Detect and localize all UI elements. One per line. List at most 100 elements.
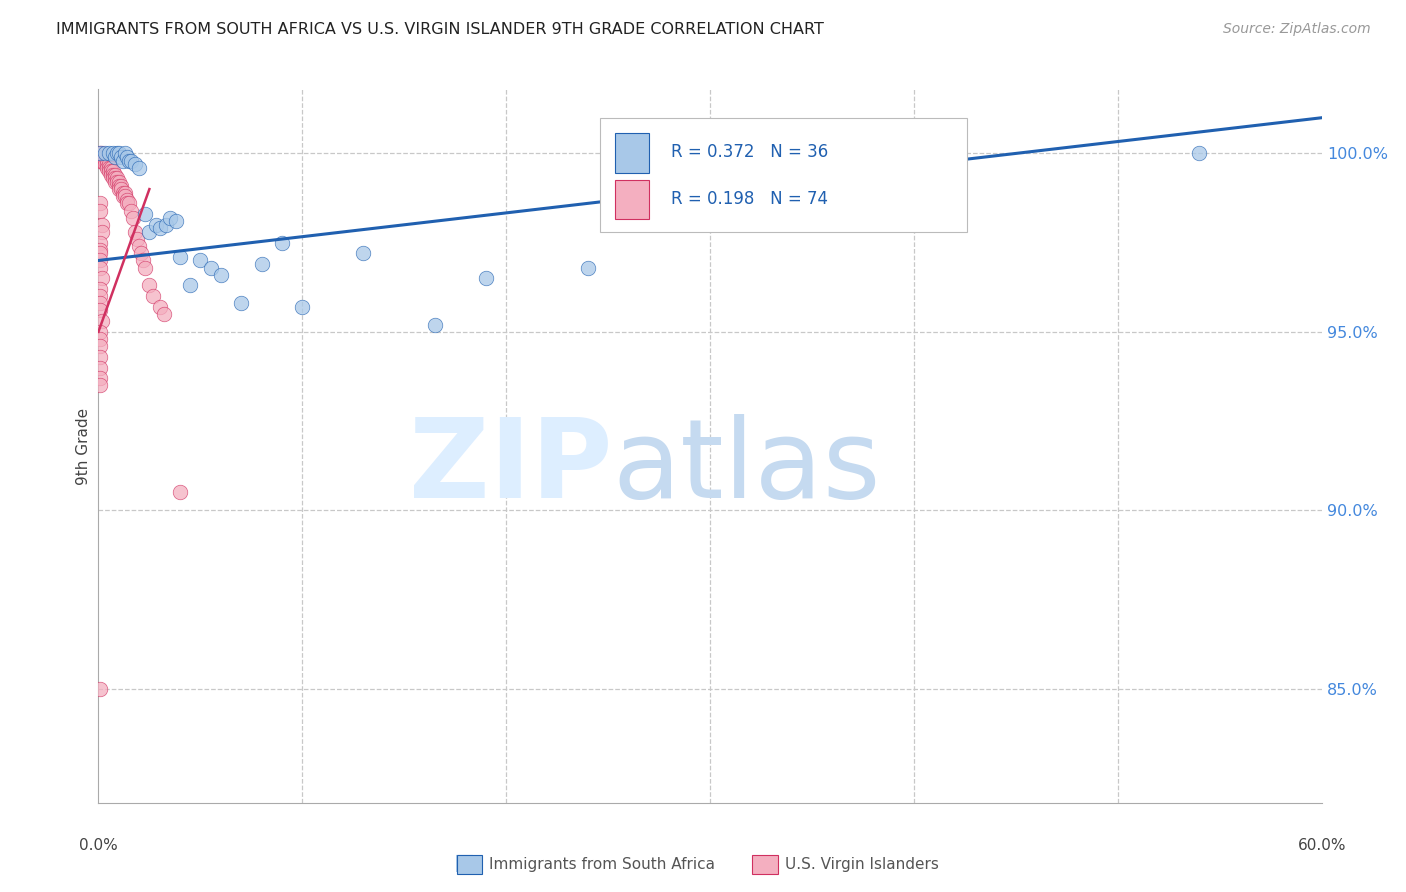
Point [89, 150, 111, 164]
Point [96, 161, 118, 175]
Point [115, 196, 138, 211]
Point [91, 153, 114, 168]
Point [91, 225, 114, 239]
Y-axis label: 9th Grade: 9th Grade [76, 408, 91, 484]
Point [105, 146, 128, 161]
Point [115, 193, 138, 207]
Point [149, 300, 172, 314]
Point [100, 161, 122, 175]
Point [89, 246, 111, 260]
Point [291, 300, 314, 314]
Point [104, 171, 127, 186]
Point [134, 207, 156, 221]
Point [91, 271, 114, 285]
Point [152, 307, 174, 321]
Point [118, 196, 141, 211]
Point [91, 218, 114, 232]
Text: Immigrants from South Africa: Immigrants from South Africa [489, 857, 716, 871]
FancyBboxPatch shape [614, 180, 650, 219]
Point [474, 271, 498, 285]
Point [110, 150, 132, 164]
Point [97, 146, 120, 161]
Point [89, 243, 111, 257]
Point [96, 153, 118, 168]
Point [105, 175, 128, 189]
Point [111, 189, 134, 203]
Point [1188, 146, 1211, 161]
Point [104, 150, 127, 164]
Point [352, 246, 374, 260]
Point [89, 378, 111, 392]
Point [114, 146, 136, 161]
Point [209, 268, 232, 282]
Point [128, 239, 150, 253]
Point [108, 178, 131, 193]
Point [101, 164, 124, 178]
Point [129, 246, 152, 260]
Point [155, 218, 177, 232]
Text: ZIP: ZIP [409, 414, 612, 521]
Point [120, 203, 142, 218]
Point [165, 214, 187, 228]
Point [108, 182, 131, 196]
Point [89, 325, 111, 339]
Point [270, 235, 294, 250]
Point [159, 211, 181, 225]
Point [200, 260, 222, 275]
Point [423, 318, 446, 332]
Point [115, 150, 138, 164]
Point [145, 218, 167, 232]
Point [179, 278, 201, 293]
Point [104, 175, 127, 189]
Point [89, 681, 111, 696]
Point [89, 146, 111, 161]
Point [114, 186, 136, 200]
Point [169, 250, 191, 264]
Point [104, 168, 127, 182]
Point [93, 146, 115, 161]
Point [108, 146, 131, 161]
Point [138, 225, 160, 239]
Point [89, 296, 111, 310]
Point [111, 153, 134, 168]
Point [231, 296, 253, 310]
Point [118, 153, 141, 168]
Point [105, 171, 128, 186]
Point [91, 314, 114, 328]
Point [93, 157, 115, 171]
Point [93, 150, 115, 164]
Point [89, 360, 111, 375]
Point [100, 164, 122, 178]
Point [91, 150, 114, 164]
Point [188, 253, 212, 268]
Point [250, 257, 273, 271]
Point [149, 221, 172, 235]
Text: R = 0.372   N = 36: R = 0.372 N = 36 [671, 143, 828, 161]
Point [100, 168, 122, 182]
Point [89, 260, 111, 275]
Point [89, 332, 111, 346]
Point [97, 161, 120, 175]
FancyBboxPatch shape [600, 118, 967, 232]
Point [89, 371, 111, 385]
Point [108, 175, 131, 189]
Point [101, 146, 124, 161]
Point [89, 289, 111, 303]
Point [101, 168, 124, 182]
Point [89, 282, 111, 296]
Point [120, 153, 142, 168]
Point [132, 253, 155, 268]
Point [97, 164, 120, 178]
Point [96, 157, 118, 171]
FancyBboxPatch shape [614, 134, 650, 173]
Point [101, 171, 124, 186]
Text: □: □ [454, 854, 475, 873]
Point [124, 157, 146, 171]
Point [97, 157, 120, 171]
Point [114, 189, 136, 203]
Text: 0.0%: 0.0% [79, 838, 118, 854]
Point [111, 186, 134, 200]
Point [89, 253, 111, 268]
Point [576, 260, 599, 275]
Point [89, 350, 111, 364]
